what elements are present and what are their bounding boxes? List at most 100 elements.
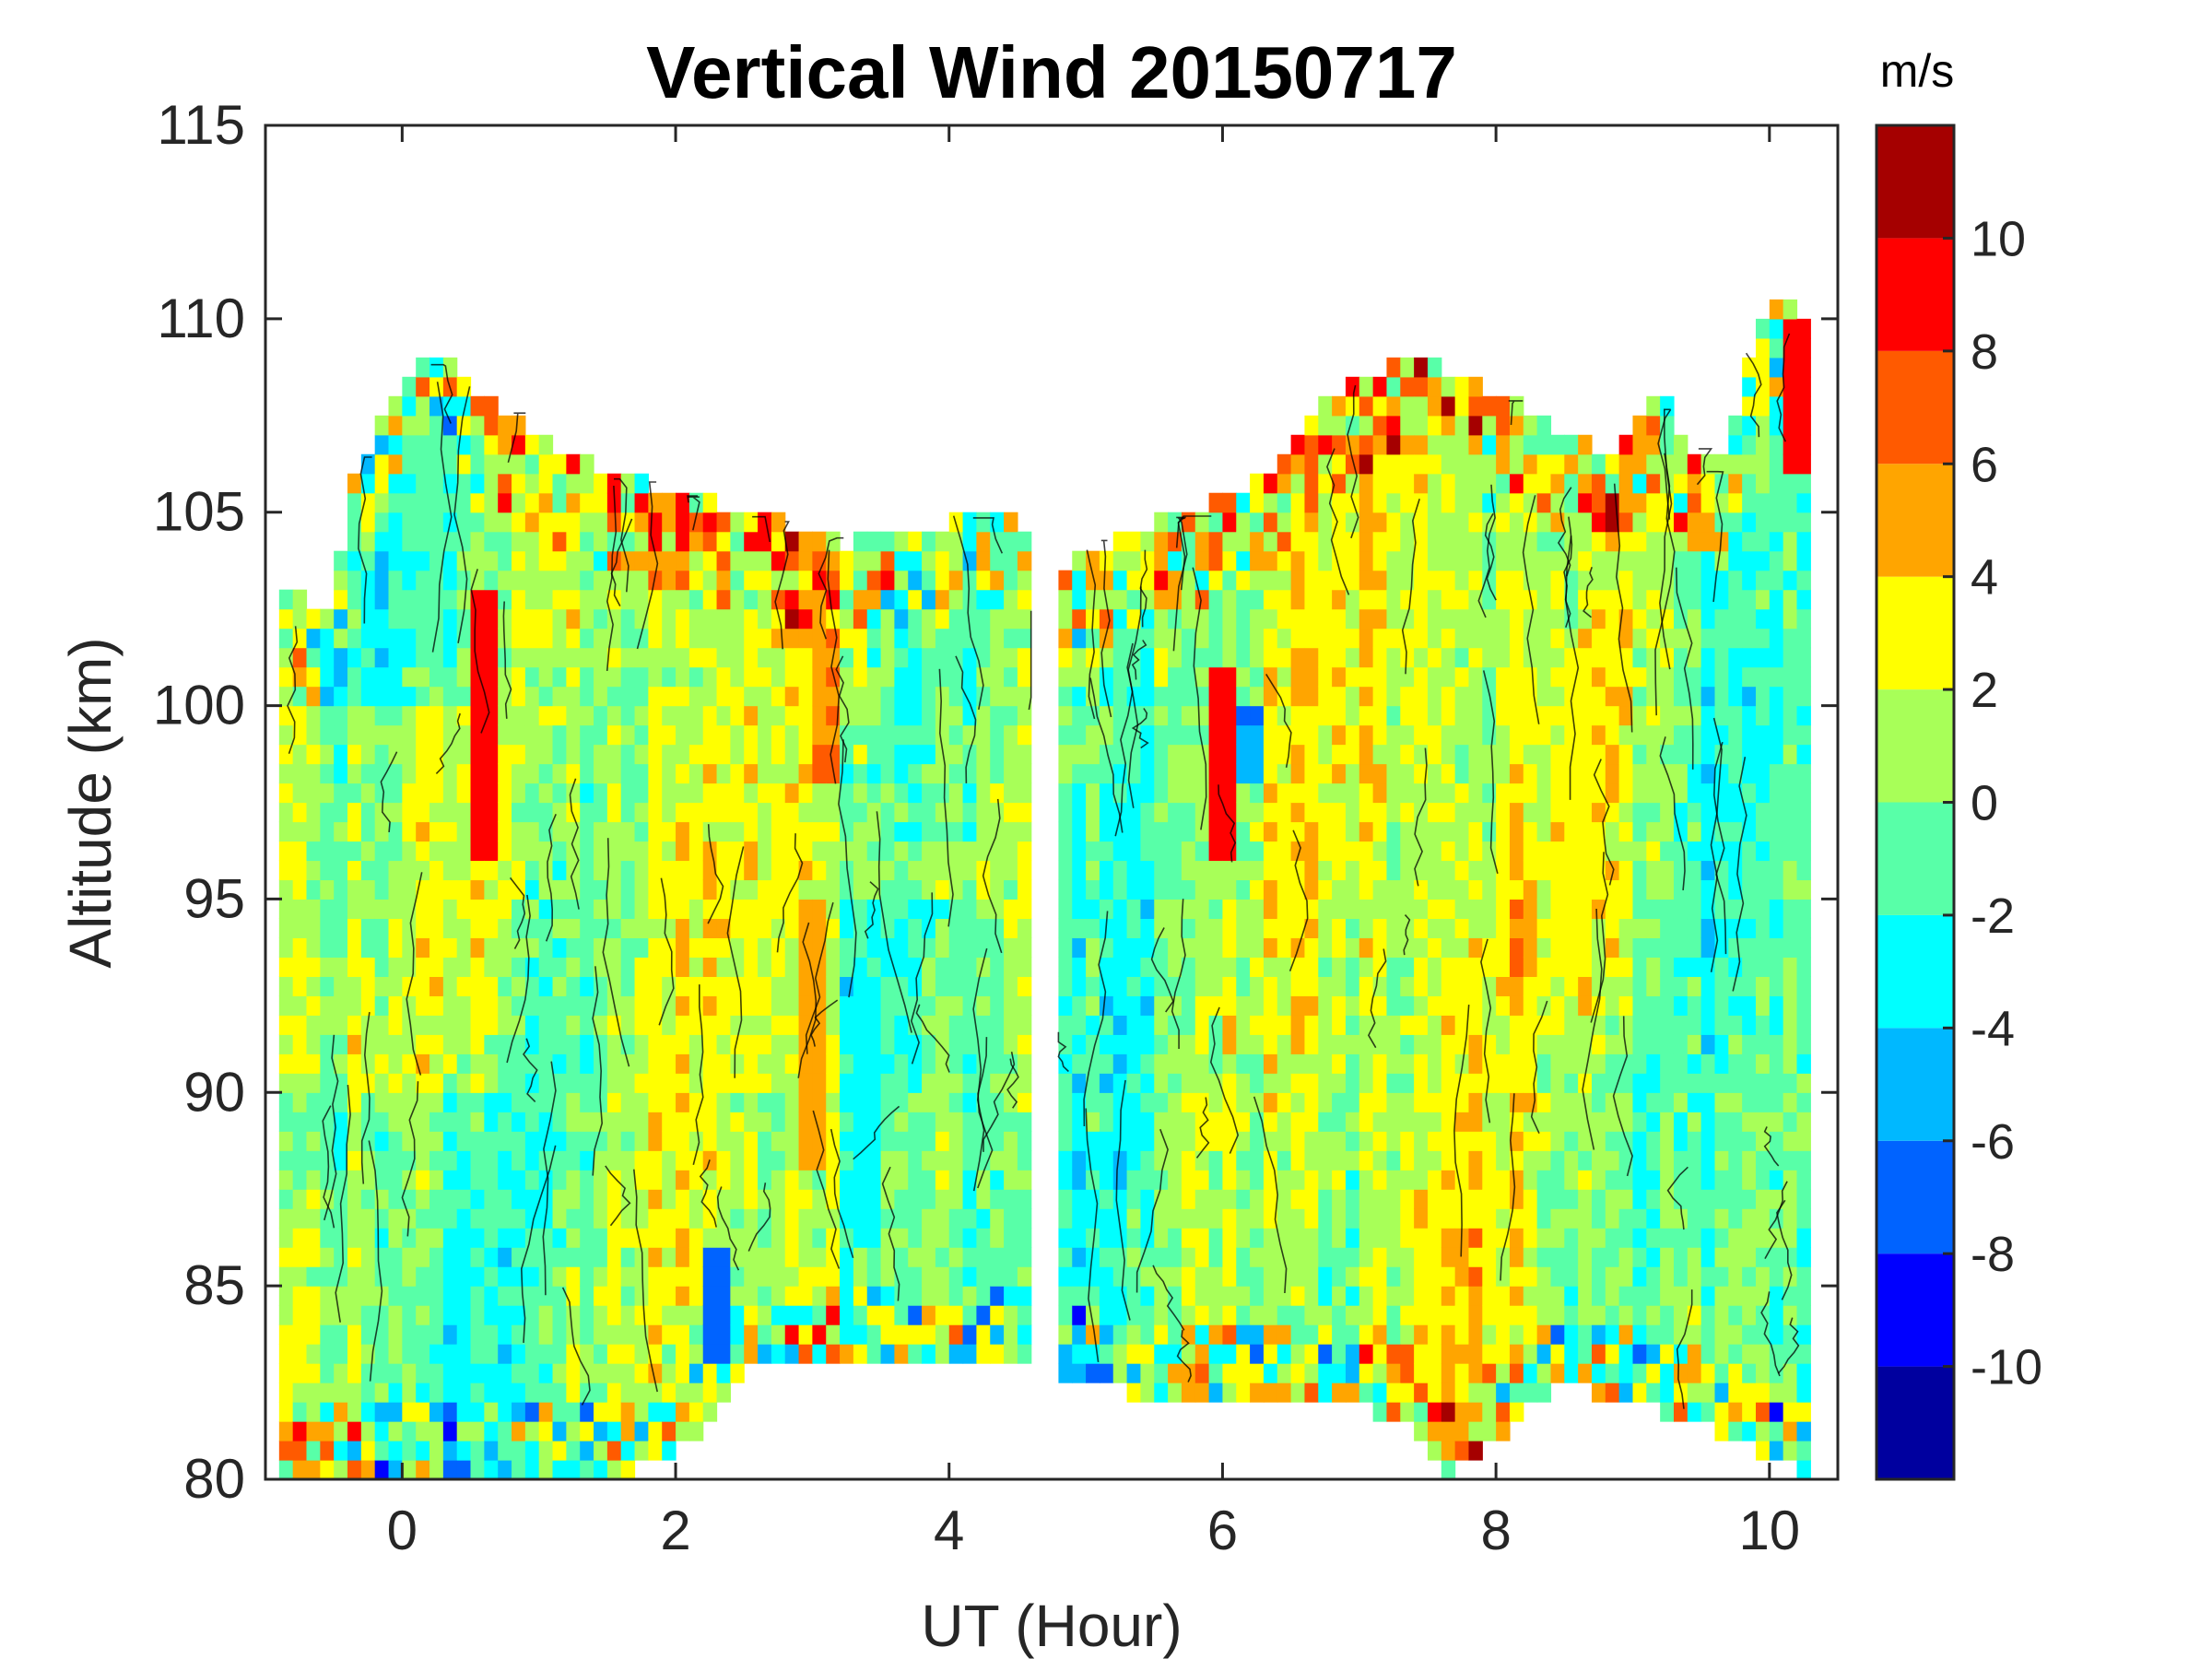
- wind-cell: [334, 608, 348, 629]
- wind-cell: [1591, 841, 1606, 862]
- wind-cell: [1414, 1402, 1429, 1422]
- wind-cell: [1304, 1305, 1319, 1325]
- wind-cell: [1250, 957, 1265, 977]
- wind-cell: [976, 589, 991, 610]
- wind-cell: [1058, 995, 1073, 1016]
- wind-cell: [744, 1189, 759, 1209]
- wind-cell: [524, 1112, 540, 1132]
- wind-cell: [798, 647, 813, 668]
- wind-cell: [1017, 1305, 1032, 1325]
- wind-cell: [1468, 415, 1483, 436]
- wind-cell: [840, 1305, 854, 1325]
- wind-cell: [1359, 686, 1374, 707]
- wind-cell: [498, 821, 512, 842]
- wind-cell: [1154, 821, 1169, 842]
- wind-cell: [908, 589, 923, 610]
- wind-cell: [702, 1015, 718, 1035]
- wind-cell: [524, 841, 540, 862]
- wind-cell: [416, 724, 430, 746]
- wind-cell: [360, 1131, 376, 1151]
- wind-cell: [1646, 531, 1661, 552]
- wind-cell: [840, 589, 854, 610]
- wind-cell: [1194, 1363, 1210, 1383]
- wind-cell: [566, 1286, 581, 1306]
- wind-cell: [1154, 957, 1169, 977]
- wind-cell: [374, 492, 390, 513]
- wind-cell: [688, 802, 704, 823]
- wind-cell: [1263, 1112, 1278, 1132]
- wind-cell: [1236, 899, 1251, 920]
- wind-cell: [566, 705, 581, 726]
- wind-cell: [1372, 841, 1388, 862]
- wind-cell: [758, 821, 772, 842]
- wind-cell: [1550, 1170, 1565, 1190]
- wind-cell: [1086, 1092, 1100, 1112]
- wind-cell: [360, 550, 376, 571]
- wind-cell: [744, 976, 759, 996]
- wind-cell: [1004, 957, 1018, 977]
- wind-cell: [1017, 1228, 1032, 1248]
- wind-cell: [1605, 1053, 1620, 1074]
- wind-cell: [1441, 1286, 1456, 1306]
- wind-cell: [594, 763, 608, 784]
- wind-cell: [1304, 415, 1319, 436]
- wind-cell: [1687, 1170, 1702, 1190]
- wind-cell: [606, 957, 622, 977]
- wind-cell: [1482, 724, 1497, 746]
- wind-cell: [1468, 550, 1483, 571]
- wind-cell: [1509, 860, 1524, 881]
- wind-cell: [1126, 1053, 1142, 1074]
- wind-cell: [566, 1402, 581, 1422]
- wind-cell: [1359, 918, 1374, 938]
- wind-cell: [1578, 1189, 1593, 1209]
- wind-cell: [758, 1170, 772, 1190]
- wind-cell: [1236, 531, 1251, 552]
- wind-cell: [840, 1266, 854, 1287]
- wind-cell: [1236, 937, 1251, 958]
- wind-cell: [429, 550, 444, 571]
- wind-cell: [1140, 1053, 1155, 1074]
- wind-cell: [1441, 1073, 1456, 1093]
- wind-cell: [1004, 686, 1018, 707]
- wind-cell: [360, 1305, 376, 1325]
- wind-cell: [1427, 763, 1442, 784]
- wind-cell: [1482, 763, 1497, 784]
- wind-cell: [278, 1034, 294, 1054]
- wind-cell: [1372, 1170, 1388, 1190]
- wind-cell: [1578, 1247, 1593, 1267]
- wind-cell: [1496, 1208, 1511, 1229]
- wind-cell: [1277, 1150, 1292, 1171]
- wind-cell: [908, 1189, 923, 1209]
- wind-cell: [935, 1034, 950, 1054]
- wind-cell: [1687, 1112, 1702, 1132]
- wind-cell: [1181, 1073, 1196, 1093]
- wind-cell: [1017, 860, 1032, 881]
- wind-cell: [606, 1112, 622, 1132]
- wind-cell: [278, 647, 294, 668]
- wind-cell: [1646, 512, 1661, 533]
- wind-cell: [1591, 705, 1606, 726]
- wind-cell: [416, 1092, 430, 1112]
- wind-cell: [1332, 1112, 1347, 1132]
- wind-cell: [306, 802, 321, 823]
- wind-cell: [840, 1092, 854, 1112]
- wind-cell: [1496, 821, 1511, 842]
- wind-cell: [1345, 1208, 1360, 1229]
- wind-cell: [1345, 570, 1360, 591]
- wind-cell: [962, 957, 977, 977]
- wind-cell: [935, 976, 950, 996]
- wind-cell: [648, 647, 663, 668]
- wind-cell: [1140, 647, 1155, 668]
- wind-cell: [1564, 860, 1579, 881]
- wind-cell: [1222, 1305, 1237, 1325]
- wind-cell: [1112, 957, 1128, 977]
- wind-cell: [1646, 821, 1661, 842]
- wind-cell: [470, 395, 485, 417]
- wind-cell: [812, 802, 827, 823]
- wind-cell: [1168, 1344, 1182, 1364]
- wind-cell: [1208, 1382, 1224, 1403]
- wind-cell: [1523, 1247, 1538, 1267]
- wind-cell: [1126, 1170, 1142, 1190]
- wind-cell: [1004, 531, 1018, 552]
- wind-cell: [1086, 821, 1100, 842]
